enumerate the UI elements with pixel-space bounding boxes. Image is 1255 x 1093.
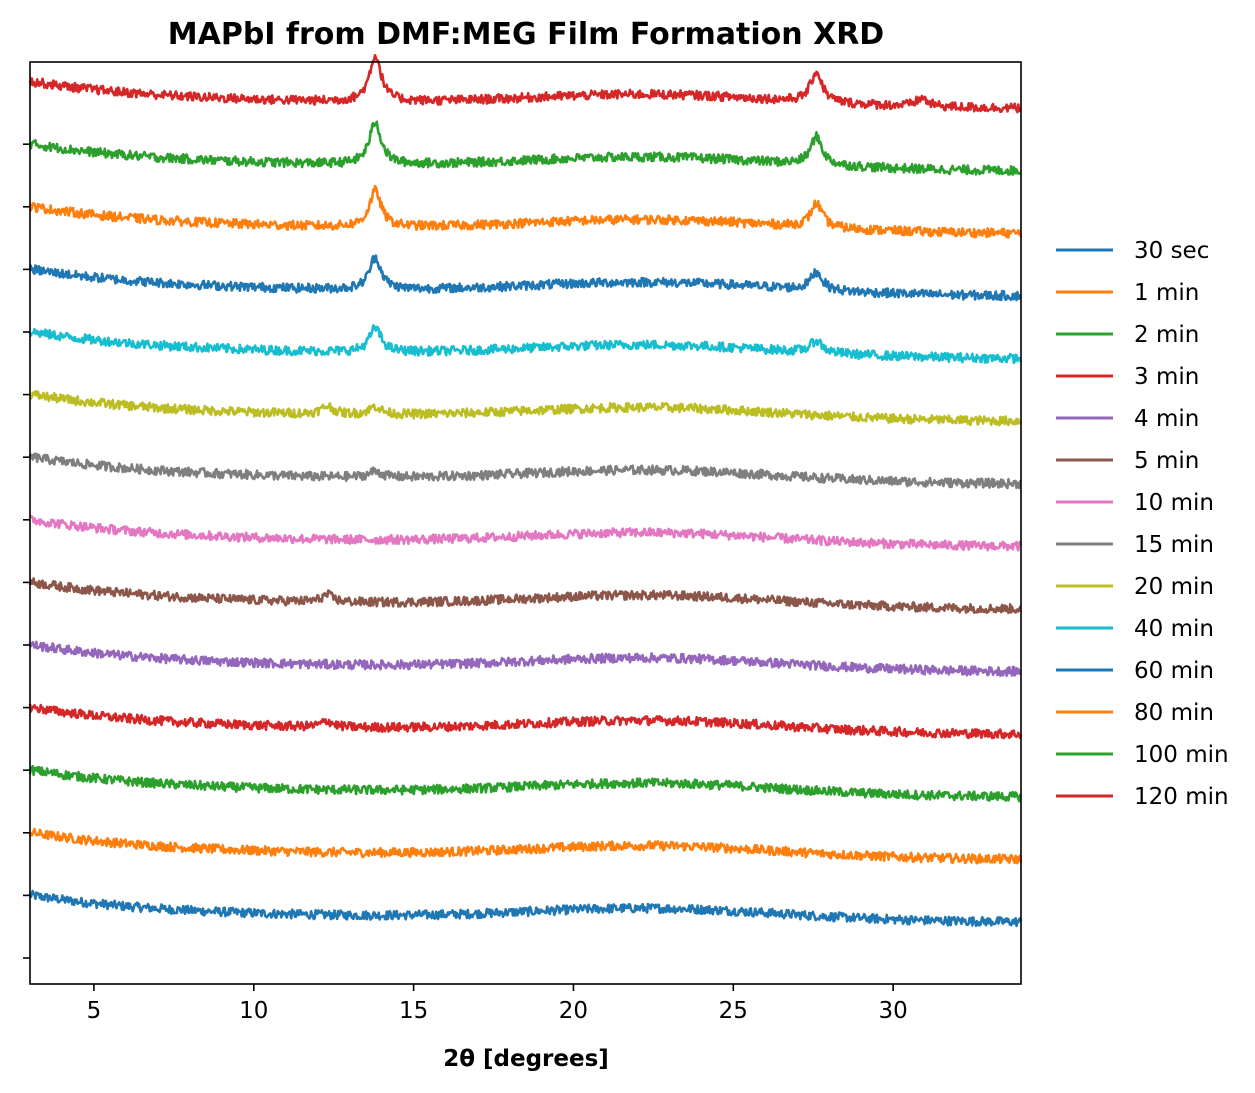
legend-label: 2 min (1134, 322, 1199, 348)
series-line-40-min (28, 324, 1023, 365)
legend-label: 10 min (1134, 490, 1214, 516)
series-line-30-sec (28, 889, 1023, 928)
legend-label: 1 min (1134, 280, 1199, 306)
series-line-80-min (28, 184, 1023, 239)
chart-title: MAPbI from DMF:MEG Film Formation XRD (168, 17, 884, 52)
series-line-3-min (28, 703, 1023, 740)
legend-label: 30 sec (1134, 238, 1209, 264)
series-line-10-min (28, 514, 1023, 552)
series-group (28, 54, 1023, 928)
x-axis-label: 2θ [degrees] (443, 1046, 609, 1072)
legend-label: 40 min (1134, 616, 1214, 642)
legend-label: 5 min (1134, 448, 1199, 474)
x-tick-label-5: 5 (87, 998, 102, 1024)
series-line-60-min (28, 254, 1023, 302)
axis-ticks: 5 10 15 20 25 30 (23, 143, 908, 1024)
legend: 30 sec 1 min 2 min 3 min 4 min 5 min 10 min 15 … (1056, 238, 1229, 810)
series-line-15-min (28, 452, 1022, 490)
plot-frame (29, 61, 1022, 985)
series-line-4-min (28, 640, 1022, 677)
legend-label: 60 min (1134, 658, 1214, 684)
legend-label: 15 min (1134, 532, 1214, 558)
legend-label: 20 min (1134, 574, 1214, 600)
legend-label: 4 min (1134, 406, 1199, 432)
x-tick-label-20: 20 (559, 998, 588, 1024)
x-tick-label-10: 10 (239, 998, 268, 1024)
series-line-120-min (28, 54, 1022, 114)
legend-label: 120 min (1134, 784, 1229, 810)
series-line-1-min (28, 827, 1023, 865)
series-line-20-min (29, 390, 1022, 427)
legend-label: 100 min (1134, 742, 1229, 768)
series-line-5-min (28, 577, 1022, 615)
series-line-2-min (28, 765, 1022, 803)
x-tick-label-25: 25 (719, 998, 748, 1024)
legend-label: 80 min (1134, 700, 1214, 726)
x-tick-label-30: 30 (878, 998, 907, 1024)
legend-label: 3 min (1134, 364, 1199, 390)
x-tick-label-15: 15 (399, 998, 428, 1024)
series-line-100-min (28, 120, 1023, 176)
